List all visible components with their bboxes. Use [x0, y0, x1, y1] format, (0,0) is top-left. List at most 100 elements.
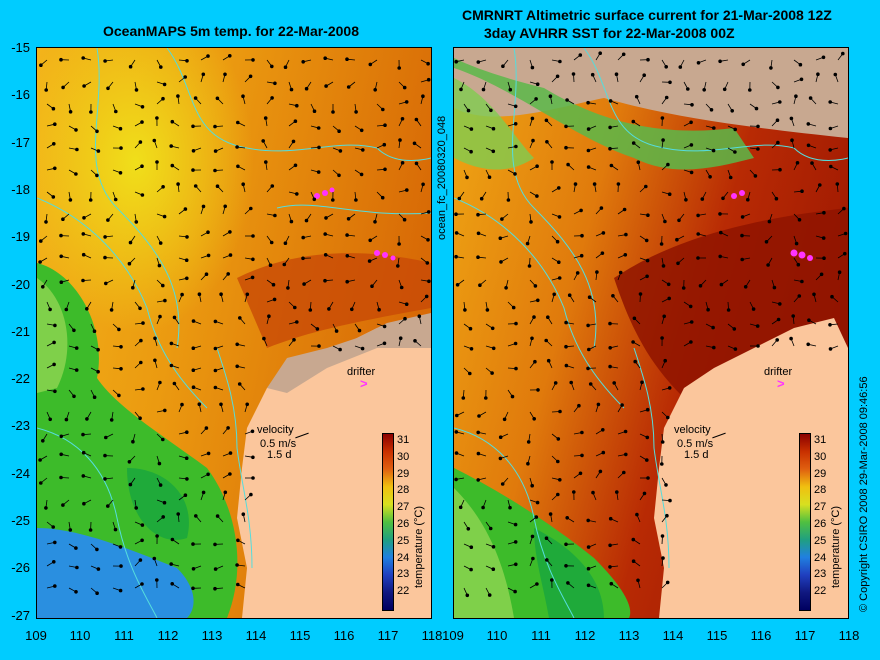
current-vector-head [228, 451, 233, 455]
current-vector-head [778, 167, 782, 172]
drifter-label: drifter [347, 366, 376, 378]
current-vector-head [191, 586, 195, 591]
current-vector-head [226, 272, 231, 276]
current-vector-head [75, 147, 79, 152]
colorbar-tick-label: 31 [814, 434, 827, 446]
current-vector-head [600, 251, 605, 256]
current-vector-head [138, 416, 142, 421]
current-vector-head [127, 261, 132, 266]
current-vector-head [775, 338, 780, 342]
current-vector-head [555, 239, 560, 244]
current-vector-head [490, 326, 495, 331]
current-vector-head [721, 196, 725, 201]
colorbar [382, 433, 394, 611]
current-vector-head [270, 96, 274, 100]
current-vector-head [535, 582, 539, 586]
current-vector-head [169, 363, 174, 368]
current-vector-head [479, 196, 484, 201]
current-vector-head [530, 483, 534, 488]
current-vector-head [531, 138, 535, 143]
current-vector-head [140, 538, 144, 543]
current-vector-head [556, 492, 560, 497]
current-vector-head [689, 120, 693, 125]
current-vector-head [245, 402, 250, 407]
current-vector-head [380, 107, 385, 112]
current-vector-head [550, 578, 554, 582]
colorbar-tick-label: 23 [397, 568, 410, 581]
current-vector-head [842, 206, 846, 211]
current-vector-head [534, 97, 538, 101]
current-vector-head [235, 563, 239, 567]
current-vector-head [525, 241, 530, 246]
current-vector-head [161, 515, 165, 519]
current-vector-head [360, 148, 365, 152]
current-vector-head [828, 164, 833, 169]
current-vector-head [138, 140, 143, 144]
current-vector-head [552, 292, 556, 297]
current-vector-head [312, 197, 317, 202]
current-vector-head [92, 329, 97, 334]
current-vector-head [402, 217, 407, 222]
current-vector-head [454, 59, 459, 64]
current-vector-head [163, 298, 167, 303]
current-vector-head [89, 110, 93, 114]
current-vector-head [185, 430, 189, 435]
current-vector-head [526, 440, 531, 444]
current-vector-head [476, 212, 480, 217]
current-vector-head [113, 197, 118, 202]
current-vector-head [514, 144, 518, 149]
current-vector-head [614, 72, 619, 77]
current-vector-head [155, 534, 159, 538]
current-vector-head [553, 381, 558, 385]
current-vector-head [689, 340, 693, 344]
current-vector-head [96, 567, 101, 571]
current-vector-head [44, 88, 48, 92]
current-vector-head [556, 459, 560, 464]
current-vector-head [598, 51, 603, 55]
current-vector-head [213, 385, 218, 390]
current-vector-head [663, 219, 667, 224]
current-vector-head [206, 472, 210, 477]
current-vector-head [81, 56, 85, 60]
x-tick-label: 118 [838, 628, 860, 643]
current-vector-head [153, 336, 157, 341]
current-vector-head [81, 252, 86, 257]
colorbar-tick-label: 26 [397, 518, 410, 530]
current-vector-head [185, 276, 189, 281]
current-vector-head [718, 212, 722, 216]
current-vector-head [718, 59, 722, 64]
current-vector-head [223, 490, 228, 495]
current-vector-head [777, 100, 782, 104]
current-vector-head [513, 122, 518, 126]
current-vector-head [213, 124, 217, 129]
current-vector-head [118, 171, 123, 175]
current-vector-head [454, 430, 459, 434]
current-vector-head [204, 426, 209, 430]
current-vector-head [249, 206, 253, 211]
current-vector-head [215, 184, 220, 189]
current-vector-head [454, 254, 458, 259]
current-vector-head [642, 73, 647, 78]
current-vector-head [88, 528, 93, 532]
current-vector-head [52, 340, 56, 345]
current-vector-head [500, 217, 504, 221]
x-tick-label: 110 [486, 628, 508, 643]
current-vector-head [821, 55, 826, 60]
current-vector-head [176, 512, 181, 516]
current-vector-head [382, 324, 387, 329]
current-vector-head [618, 270, 623, 275]
current-vector-head [506, 198, 511, 202]
current-vector-head [51, 106, 56, 111]
current-vector-head [155, 578, 159, 582]
current-vector-head [206, 230, 210, 235]
current-vector-head [728, 175, 733, 180]
current-vector-head [587, 347, 591, 352]
current-vector-head [180, 292, 184, 297]
current-vector-head [191, 368, 196, 373]
current-vector-head [152, 138, 157, 143]
current-vector-head [544, 118, 549, 123]
current-vector-head [213, 149, 218, 153]
current-vector-head [95, 547, 99, 552]
current-vector-head [529, 220, 533, 224]
current-vector-head [157, 263, 162, 268]
